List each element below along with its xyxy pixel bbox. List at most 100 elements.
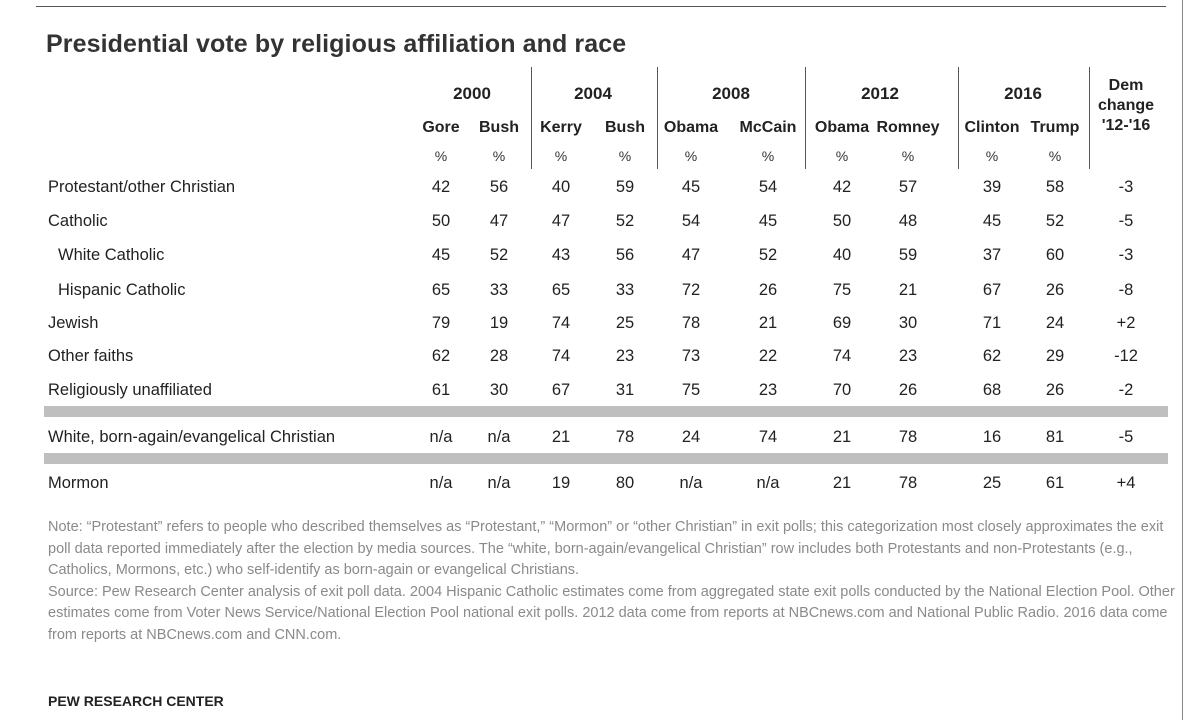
row-label: Catholic [48, 212, 108, 230]
note-text: Note: “Protestant” refers to people who … [48, 519, 1164, 579]
table-cell: n/a [756, 474, 780, 492]
table-cell: 33 [489, 281, 509, 299]
table-cell: 59 [898, 246, 918, 264]
column-divider [657, 67, 658, 169]
candidate-header: Trump [1030, 119, 1080, 136]
year-header: 2000 [453, 84, 491, 103]
chart-title: Presidential vote by religious affiliati… [46, 30, 627, 58]
dem-change-cell: -2 [1118, 381, 1134, 399]
table-cell: 75 [681, 381, 701, 399]
table-cell: 73 [681, 347, 701, 365]
table-cell: 65 [551, 281, 571, 299]
row-label: Protestant/other Christian [48, 178, 236, 196]
year-header: 2016 [1004, 84, 1042, 103]
table-cell: 48 [898, 212, 918, 230]
table-cell: 52 [489, 246, 509, 264]
table-cell: 78 [898, 428, 918, 446]
table-cell: 25 [615, 314, 635, 332]
table-cell: 62 [431, 347, 451, 365]
table-cell: 16 [982, 428, 1002, 446]
candidate-header: Obama [814, 119, 870, 136]
table-cell: 68 [982, 381, 1002, 399]
table-cell: 21 [758, 314, 778, 332]
table-cell: 74 [551, 347, 571, 365]
table-cell: 26 [1045, 381, 1065, 399]
table-cell: 78 [615, 428, 635, 446]
row-label: Jewish [48, 314, 99, 332]
table-cell: 78 [681, 314, 701, 332]
table-cell: 24 [681, 428, 701, 446]
table-cell: 71 [982, 314, 1002, 332]
percent-unit: % [684, 148, 698, 164]
table-cell: 79 [431, 314, 451, 332]
dem-change-cell: -5 [1118, 428, 1134, 446]
table-cell: n/a [429, 428, 453, 446]
table-cell: 54 [681, 212, 701, 230]
table-cell: 30 [489, 381, 509, 399]
year-header: 2008 [712, 84, 750, 103]
year-header: 2004 [574, 84, 612, 103]
table-cell: 60 [1045, 246, 1065, 264]
table-cell: 56 [615, 246, 635, 264]
candidate-header: Romney [876, 119, 940, 136]
dem-change-cell: +2 [1116, 314, 1136, 332]
table-cell: 28 [489, 347, 509, 365]
table-cell: 45 [758, 212, 778, 230]
separator-band [44, 453, 1168, 464]
table-cell: 26 [898, 381, 918, 399]
table-cell: 43 [551, 246, 571, 264]
dem-change-header-line: Dem [1108, 77, 1144, 94]
table-cell: 45 [431, 246, 451, 264]
source-text: Source: Pew Research Center analysis of … [48, 583, 1175, 643]
table-cell: 62 [982, 347, 1002, 365]
table-cell: 61 [431, 381, 451, 399]
table-cell: n/a [487, 428, 511, 446]
percent-unit: % [761, 148, 775, 164]
percent-unit: % [901, 148, 915, 164]
table-cell: 61 [1045, 474, 1065, 492]
table-cell: 40 [551, 178, 571, 196]
row-label: White Catholic [58, 246, 165, 264]
table-cell: 30 [898, 314, 918, 332]
table-cell: 74 [551, 314, 571, 332]
table-cell: 42 [431, 178, 451, 196]
table-cell: 25 [982, 474, 1002, 492]
candidate-header: Bush [605, 119, 645, 136]
row-label: White, born-again/evangelical Christian [48, 428, 336, 446]
table-cell: 74 [758, 428, 778, 446]
percent-unit: % [618, 148, 632, 164]
candidate-header: Clinton [964, 119, 1020, 136]
table-cell: 70 [832, 381, 852, 399]
dem-change-cell: -12 [1114, 347, 1138, 365]
table-cell: n/a [679, 474, 703, 492]
table-cell: 19 [489, 314, 509, 332]
dem-change-cell: -8 [1118, 281, 1134, 299]
percent-unit: % [835, 148, 849, 164]
row-label: Religiously unaffiliated [48, 381, 212, 399]
candidate-header: Bush [479, 119, 519, 136]
dem-change-cell: +4 [1116, 474, 1136, 492]
candidate-header: McCain [739, 119, 797, 136]
table-cell: 47 [489, 212, 509, 230]
table-cell: 21 [898, 281, 918, 299]
table-cell: n/a [429, 474, 453, 492]
year-header: 2012 [861, 84, 899, 103]
table-cell: 74 [832, 347, 852, 365]
candidate-header: Kerry [540, 119, 582, 136]
table-cell: 47 [551, 212, 571, 230]
table-cell: 42 [832, 178, 852, 196]
dem-change-cell: -5 [1118, 212, 1134, 230]
table-cell: 37 [982, 246, 1002, 264]
table-cell: 58 [1045, 178, 1065, 196]
table-cell: 59 [615, 178, 635, 196]
table-cell: 26 [758, 281, 778, 299]
table-cell: 50 [832, 212, 852, 230]
table-cell: 45 [982, 212, 1002, 230]
percent-unit: % [434, 148, 448, 164]
table-cell: 52 [615, 212, 635, 230]
percent-unit: % [985, 148, 999, 164]
dem-change-header-line: '12-'16 [1101, 117, 1151, 134]
table-cell: 19 [551, 474, 571, 492]
table-cell: 78 [898, 474, 918, 492]
row-label: Mormon [48, 474, 109, 492]
